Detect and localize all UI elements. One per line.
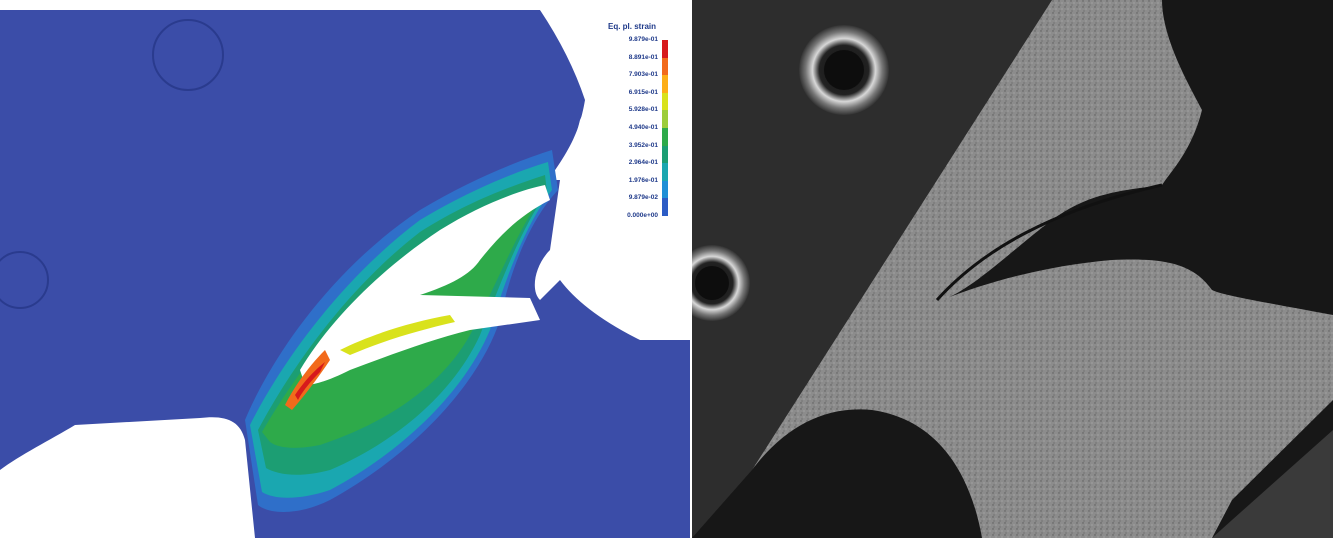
legend-label: 8.891e-01 [628, 53, 658, 61]
legend-color-segment [662, 145, 668, 164]
legend-color-segment [662, 163, 668, 181]
legend-label: 1.976e-01 [628, 176, 658, 184]
legend-color-segment [662, 127, 668, 146]
legend-color-segment [662, 198, 668, 216]
legend-color-segment [662, 57, 668, 76]
legend-color-segment [662, 92, 668, 111]
legend-label: 3.952e-01 [628, 141, 658, 149]
legend-color-segment [662, 180, 668, 199]
specimen-photo [692, 0, 1333, 538]
legend-label: 7.903e-01 [628, 71, 658, 79]
legend-color-segment [662, 40, 668, 58]
fem-simulation-panel: Eq. pl. strain 9.879e-01 8.891e-01 7.903e-… [0, 10, 690, 538]
strain-contour-plot [0, 10, 690, 538]
legend-label: 5.928e-01 [628, 106, 658, 114]
legend-label: 9.879e-01 [628, 36, 658, 43]
legend-label: 6.915e-01 [628, 88, 658, 96]
legend-color-segment [662, 75, 668, 93]
legend-color-bar [662, 40, 668, 216]
legend-label: 4.940e-01 [628, 124, 658, 131]
legend-color-segment [662, 110, 668, 128]
legend-title: Eq. pl. strain [608, 22, 657, 31]
legend-label: 0.000e+00 [627, 212, 658, 219]
legend-label: 2.964e-01 [628, 159, 658, 167]
strain-legend: Eq. pl. strain 9.879e-01 8.891e-01 7.903e-… [600, 22, 680, 220]
legend-label: 9.879e-02 [628, 194, 658, 202]
experiment-photo-panel [692, 0, 1333, 538]
